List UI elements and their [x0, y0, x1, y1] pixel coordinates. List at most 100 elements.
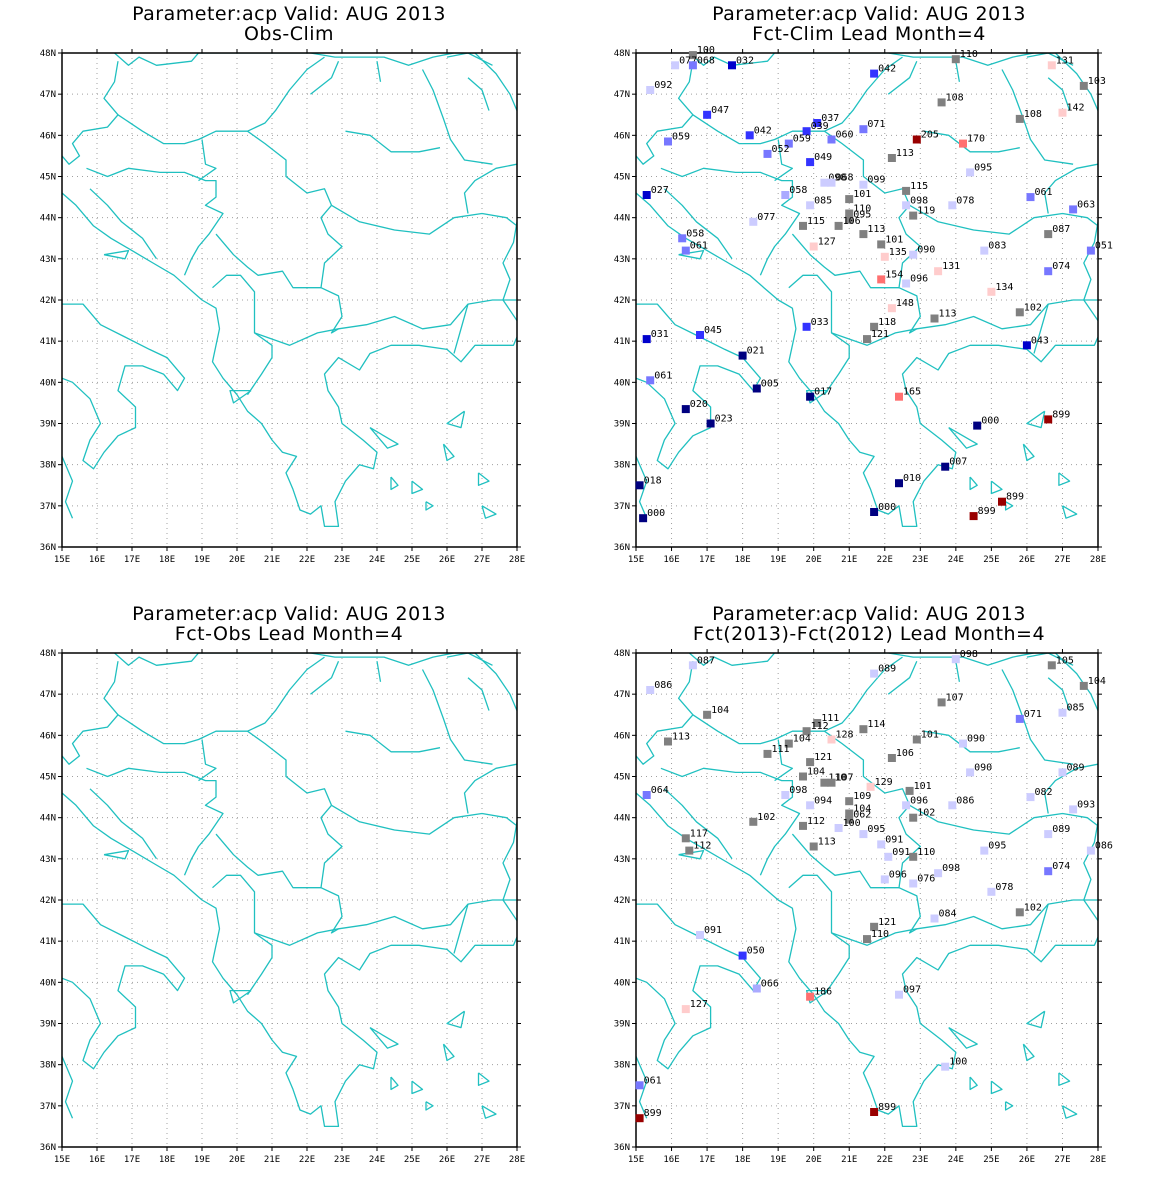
- station-value-label: 078: [956, 195, 974, 206]
- station-value-label: 063: [1077, 199, 1095, 210]
- coastlines: [636, 53, 1098, 547]
- coastline-path: [831, 328, 917, 346]
- station-marker: [706, 419, 715, 428]
- grid: [636, 653, 1098, 1147]
- station-value-label: 095: [867, 824, 885, 835]
- station-value-label: 074: [1052, 261, 1070, 272]
- x-tick-label: 17E: [124, 1155, 140, 1165]
- x-tick-label: 17E: [124, 555, 140, 565]
- station-marker: [763, 749, 772, 758]
- station-value-label: 098: [942, 863, 960, 874]
- station-marker: [934, 267, 943, 276]
- coastline-path: [467, 77, 490, 111]
- coastline-path: [898, 204, 1098, 334]
- station-marker: [781, 791, 790, 799]
- station-value-label: 113: [672, 732, 690, 743]
- x-tick-label: 22E: [877, 555, 893, 565]
- station-value-label: 121: [871, 329, 889, 340]
- coastline-path: [446, 1010, 466, 1029]
- coastline-path: [688, 653, 889, 666]
- coastline-path: [62, 61, 119, 165]
- coastline-path: [636, 303, 762, 470]
- station-marker: [703, 710, 712, 719]
- coastline-path: [948, 427, 978, 449]
- station-marker: [859, 830, 868, 839]
- x-tick-label: 17E: [699, 555, 715, 565]
- station-marker: [813, 719, 822, 727]
- panel-title-line1: Parameter:acp Valid: AUG 2013: [132, 3, 446, 25]
- coastline-path: [788, 874, 850, 996]
- y-tick-label: 47N: [614, 90, 630, 100]
- coastline-path: [636, 456, 648, 519]
- station-marker: [802, 727, 811, 736]
- station-value-label: 042: [878, 64, 896, 75]
- station-marker: [859, 230, 868, 239]
- coastline-path: [1026, 653, 1074, 666]
- station-marker: [887, 754, 896, 762]
- station-value-label: 131: [1056, 55, 1074, 66]
- station-marker: [987, 287, 996, 296]
- x-tick-label: 28E: [509, 1155, 525, 1165]
- station-marker: [1015, 308, 1024, 317]
- station-value-label: 097: [903, 985, 921, 996]
- station-marker: [877, 240, 886, 249]
- station-marker: [806, 201, 815, 210]
- station-value-label: 111: [821, 713, 839, 724]
- station-marker: [909, 852, 918, 861]
- station-marker: [646, 686, 655, 694]
- station-value-label: 101: [885, 234, 903, 245]
- station-value-label: 113: [867, 224, 885, 235]
- y-tick-label: 38N: [614, 461, 630, 471]
- station-marker: [948, 201, 957, 210]
- panel-title-line2: Obs-Clim: [243, 23, 335, 45]
- coastline-path: [660, 767, 801, 876]
- station-marker: [834, 221, 843, 230]
- station-marker: [1015, 908, 1024, 917]
- x-tick-label: 26E: [439, 1155, 455, 1165]
- station-marker: [937, 698, 946, 707]
- y-tick-label: 37N: [40, 1102, 56, 1112]
- station-marker: [948, 801, 957, 810]
- x-tick-label: 27E: [474, 1155, 490, 1165]
- panel-title-line2: Fct-Clim Lead Month=4: [752, 23, 986, 45]
- station-value-label: 068: [836, 173, 854, 184]
- station-marker: [870, 669, 879, 678]
- station-marker: [799, 772, 807, 781]
- y-tick-label: 40N: [40, 978, 56, 988]
- station-marker: [959, 739, 967, 748]
- station-value-label: 170: [967, 134, 985, 145]
- station-marker: [696, 931, 704, 939]
- grid: [62, 653, 517, 1147]
- station-value-label: 104: [711, 705, 729, 716]
- x-tick-label: 20E: [229, 555, 245, 565]
- station-value-label: 086: [654, 680, 672, 691]
- station-marker: [880, 252, 889, 261]
- coastline-path: [1083, 221, 1098, 321]
- coastline-path: [103, 249, 130, 260]
- x-tick-label: 19E: [770, 1155, 786, 1165]
- station-marker: [912, 735, 921, 744]
- x-tick-label: 25E: [404, 1155, 420, 1165]
- y-tick-label: 43N: [614, 855, 630, 865]
- station-marker: [905, 786, 914, 795]
- coastline-path: [1022, 443, 1035, 462]
- station-marker: [1026, 793, 1035, 802]
- station-value-label: 089: [1067, 762, 1085, 773]
- coastline-path: [923, 130, 1020, 153]
- station-value-label: 121: [814, 752, 832, 763]
- station-value-label: 121: [878, 917, 896, 928]
- station-marker: [912, 135, 921, 144]
- coastline-path: [663, 788, 733, 860]
- coastline-path: [349, 1168, 454, 1180]
- station-marker: [909, 250, 918, 259]
- coastline-path: [1022, 1043, 1035, 1062]
- y-tick-label: 40N: [40, 378, 56, 388]
- coastline-path: [1044, 163, 1098, 214]
- x-tick-label: 21E: [264, 1155, 280, 1165]
- x-tick-label: 23E: [912, 1155, 928, 1165]
- station-marker: [870, 69, 879, 78]
- coastline-path: [887, 660, 918, 695]
- coastline-path: [1033, 903, 1049, 954]
- x-tick-label: 18E: [734, 1155, 750, 1165]
- station-value-label: 106: [843, 216, 861, 227]
